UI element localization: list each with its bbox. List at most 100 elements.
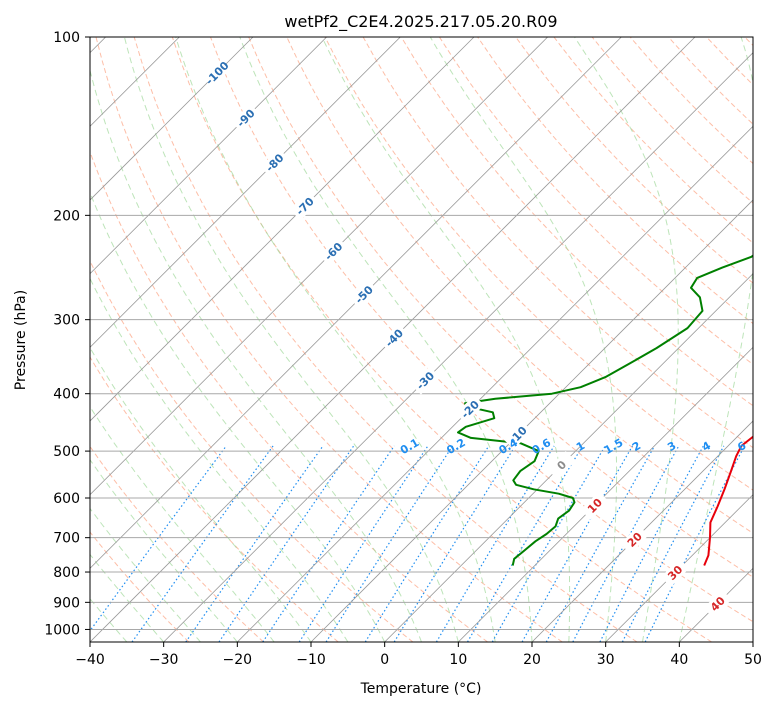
- isotherm: [90, 37, 548, 496]
- moist-adiabat: [678, 37, 753, 642]
- dry-adiabat: [133, 37, 638, 642]
- dry-adiabat: [90, 356, 339, 642]
- y-tick-label: 800: [53, 565, 80, 581]
- moist-adiabat: [429, 37, 618, 642]
- x-axis-label: Temperature (°C): [360, 681, 482, 697]
- dry-adiabat: [515, 37, 753, 284]
- isotherm: [90, 37, 475, 422]
- moist-adiabat: [90, 458, 238, 642]
- isotherm-label-bg: [379, 323, 409, 353]
- isotherms: [90, 37, 753, 642]
- y-tick-label: 500: [53, 444, 80, 460]
- x-tick-label: 20: [523, 652, 541, 668]
- isotherm-label-bg: [290, 192, 319, 221]
- isotherm-label-bg: [660, 558, 690, 587]
- mixing-ratio-line: [545, 445, 656, 642]
- isotherm: [90, 37, 401, 348]
- plot-frame: [89, 36, 754, 643]
- moist-adiabat: [90, 405, 275, 642]
- y-tick-label: 900: [53, 595, 80, 611]
- isotherm: [237, 125, 753, 642]
- chart-title: wetPf2_C2E4.2025.217.05.20.R09: [284, 12, 557, 32]
- mixing-ratio-line: [621, 445, 725, 642]
- mixing-ratio-line: [185, 445, 324, 642]
- y-axis-ticks: 100 200 300 400 500 600 700 800 900 1000: [44, 30, 90, 638]
- mixing-ratio-line: [364, 445, 490, 642]
- isotherm-label-bg: [319, 237, 348, 266]
- temperature-profile: [703, 435, 753, 566]
- isotherm-label-bg: [703, 589, 732, 618]
- x-tick-label: 10: [449, 652, 467, 668]
- moist-adiabat: [90, 68, 422, 642]
- isotherm: [605, 494, 753, 642]
- moist-adiabats: [90, 37, 753, 642]
- moist-adiabat: [90, 597, 128, 642]
- dry-adiabat: [171, 37, 712, 642]
- moist-adiabat: [321, 37, 571, 642]
- x-axis-ticks: −40 −30 −20 −10 0 10 20 30 40 50: [75, 642, 762, 668]
- isotherm-label-bg: [231, 103, 260, 133]
- dry-adiabat: [95, 37, 563, 642]
- dry-adiabat: [90, 531, 190, 642]
- profiles: [457, 254, 753, 566]
- isotherm-label-bg: [455, 395, 485, 424]
- y-tick-label: 100: [53, 30, 80, 46]
- x-tick-label: −10: [296, 652, 326, 668]
- moist-adiabat: [123, 37, 459, 642]
- x-tick-label: 40: [670, 652, 688, 668]
- dewpoint-profile: [457, 254, 753, 566]
- isotherm-label-bg: [580, 491, 609, 520]
- isotherm: [90, 37, 254, 201]
- x-tick-label: −40: [75, 652, 105, 668]
- moist-adiabat: [175, 37, 496, 642]
- isotherm-label-bg: [503, 421, 532, 450]
- x-tick-label: 50: [744, 652, 762, 668]
- x-tick-label: −30: [149, 652, 179, 668]
- moist-adiabat: [90, 507, 201, 642]
- mixing-ratio-line: [325, 445, 454, 642]
- dry-adiabat: [210, 37, 753, 623]
- isotherm: [90, 37, 327, 275]
- mixing-ratio-line: [218, 445, 355, 642]
- isotherm-label-bg: [620, 525, 649, 554]
- dry-adiabats: [90, 37, 753, 642]
- moist-adiabat: [90, 191, 386, 642]
- moist-adiabat: [90, 553, 165, 642]
- y-tick-label: 1000: [44, 622, 80, 638]
- x-tick-label: −20: [223, 652, 253, 668]
- dry-adiabat: [90, 445, 264, 642]
- dry-adiabat: [438, 37, 753, 366]
- isotherm: [384, 273, 753, 642]
- isotherm-label-bg: [547, 450, 576, 480]
- dry-adiabat: [324, 37, 753, 491]
- y-tick-label: 400: [53, 387, 80, 403]
- mixing-ratio-line: [521, 445, 634, 642]
- y-tick-label: 700: [53, 531, 80, 547]
- isotherm-label-bg: [411, 366, 440, 395]
- isotherm-label-bg: [349, 280, 379, 309]
- y-tick-label: 300: [53, 313, 80, 329]
- mixing-ratio-line: [298, 445, 429, 642]
- moist-adiabat: [90, 277, 349, 642]
- isotherm: [458, 346, 753, 642]
- isotherm: [90, 37, 622, 569]
- y-axis-label: Pressure (hPa): [13, 290, 29, 390]
- mixing-ratio-line: [131, 445, 274, 642]
- isotherm-label-bg: [260, 148, 289, 177]
- dry-adiabat: [248, 37, 753, 578]
- mixing-ratio-line: [435, 445, 555, 642]
- mixing-ratio-line: [644, 445, 746, 642]
- y-tick-label: 600: [53, 491, 80, 507]
- x-tick-label: 0: [380, 652, 389, 668]
- dry-adiabat: [90, 150, 488, 642]
- dry-adiabat: [400, 37, 753, 407]
- y-tick-label: 200: [53, 208, 80, 224]
- isotherm: [310, 199, 753, 642]
- isotherm-label-bg: [202, 58, 232, 88]
- x-tick-label: 30: [597, 652, 615, 668]
- moist-adiabat: [574, 37, 679, 642]
- mixing-ratio-line: [262, 445, 395, 642]
- moist-adiabat: [239, 37, 533, 642]
